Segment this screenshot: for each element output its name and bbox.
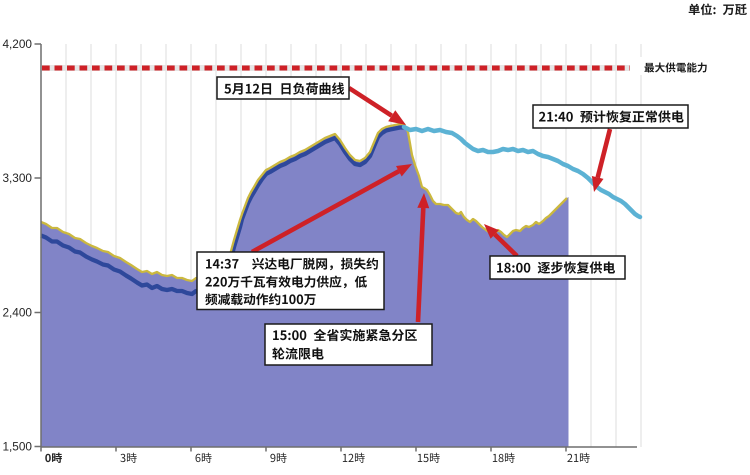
- svg-text:2,400: 2,400: [2, 306, 32, 320]
- svg-text:3,300: 3,300: [2, 171, 32, 185]
- svg-text:1,500: 1,500: [2, 440, 32, 454]
- svg-text:4,200: 4,200: [2, 37, 32, 51]
